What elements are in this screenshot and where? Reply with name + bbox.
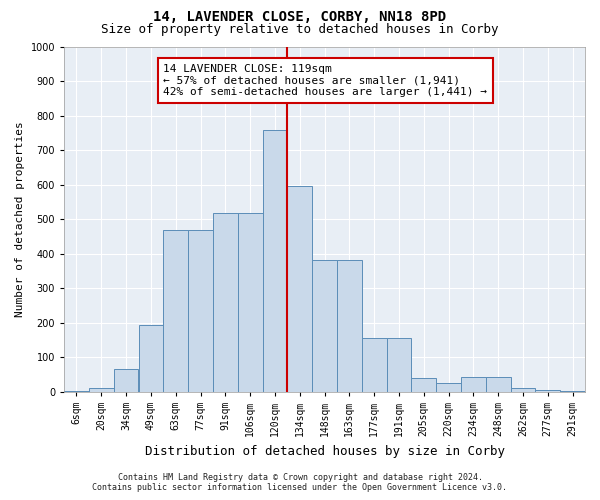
Bar <box>511 388 535 392</box>
Bar <box>113 370 139 392</box>
Bar <box>386 338 412 392</box>
Bar <box>139 325 163 392</box>
Bar <box>312 260 337 392</box>
Bar <box>213 213 238 392</box>
Bar <box>238 213 263 392</box>
Bar <box>436 384 461 392</box>
Bar <box>89 388 113 392</box>
Y-axis label: Number of detached properties: Number of detached properties <box>15 122 25 317</box>
Bar <box>560 391 585 392</box>
Bar <box>461 378 486 392</box>
Bar <box>337 260 362 392</box>
Text: Size of property relative to detached houses in Corby: Size of property relative to detached ho… <box>101 22 499 36</box>
Text: 14 LAVENDER CLOSE: 119sqm
← 57% of detached houses are smaller (1,941)
42% of se: 14 LAVENDER CLOSE: 119sqm ← 57% of detac… <box>163 64 487 97</box>
Text: Contains HM Land Registry data © Crown copyright and database right 2024.
Contai: Contains HM Land Registry data © Crown c… <box>92 473 508 492</box>
Bar <box>263 130 287 392</box>
X-axis label: Distribution of detached houses by size in Corby: Distribution of detached houses by size … <box>145 444 505 458</box>
Bar <box>287 186 312 392</box>
Bar <box>188 230 213 392</box>
Bar <box>64 391 89 392</box>
Bar <box>412 378 436 392</box>
Bar <box>163 230 188 392</box>
Bar <box>362 338 386 392</box>
Bar <box>486 378 511 392</box>
Text: 14, LAVENDER CLOSE, CORBY, NN18 8PD: 14, LAVENDER CLOSE, CORBY, NN18 8PD <box>154 10 446 24</box>
Bar <box>535 390 560 392</box>
